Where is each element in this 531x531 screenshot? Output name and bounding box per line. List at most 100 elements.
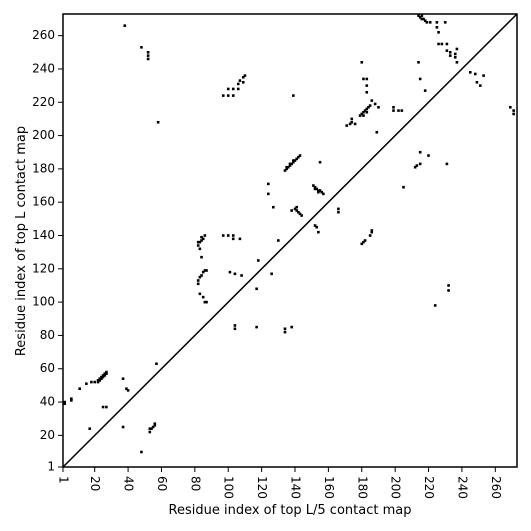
- contact-point: [362, 77, 365, 81]
- contact-point: [228, 270, 232, 274]
- contact-point: [350, 117, 354, 121]
- contact-point: [392, 109, 395, 112]
- contact-point: [221, 234, 225, 237]
- contact-point: [348, 122, 352, 126]
- x-tick-label: 240: [455, 476, 469, 499]
- y-axis-label: Residue index of top L contact map: [14, 126, 29, 356]
- contact-point: [427, 154, 430, 157]
- contact-point: [126, 389, 130, 392]
- contact-point: [236, 82, 240, 86]
- contact-point: [293, 207, 297, 211]
- contact-point: [93, 380, 97, 384]
- contact-point: [201, 295, 205, 299]
- contact-point: [312, 184, 315, 187]
- contact-point: [373, 102, 377, 106]
- contact-point: [365, 84, 369, 87]
- contact-point: [98, 379, 102, 382]
- contact-point: [322, 192, 325, 196]
- y-tick-label: 120: [32, 261, 55, 275]
- contact-point: [453, 52, 457, 56]
- contact-point: [435, 21, 439, 24]
- contact-point: [423, 89, 427, 92]
- contact-point: [455, 60, 459, 64]
- contact-point: [243, 74, 247, 77]
- contact-point: [203, 269, 207, 272]
- contact-point: [200, 274, 203, 277]
- contact-point: [78, 387, 81, 391]
- contact-point: [313, 224, 317, 227]
- x-tick-label: 200: [389, 476, 403, 499]
- contact-point: [397, 109, 400, 112]
- contact-point: [241, 80, 245, 84]
- contact-point: [482, 74, 485, 77]
- contact-point: [400, 109, 404, 112]
- contact-point: [203, 234, 207, 237]
- contact-point: [146, 54, 150, 57]
- contact-point: [101, 374, 105, 377]
- contact-point: [353, 122, 357, 126]
- contact-point: [148, 430, 152, 434]
- y-tick-label: 20: [40, 428, 55, 442]
- contact-point: [293, 159, 297, 162]
- contact-point: [226, 234, 230, 237]
- contact-point: [377, 105, 380, 109]
- contact-point: [272, 205, 275, 209]
- contact-point: [231, 94, 235, 97]
- contact-point: [103, 374, 107, 377]
- contact-point: [151, 425, 155, 429]
- contact-point: [360, 60, 364, 64]
- contact-point: [70, 399, 73, 402]
- contact-point: [226, 94, 230, 97]
- contact-point: [365, 110, 369, 114]
- contact-point: [292, 159, 295, 162]
- y-tick-label: 40: [40, 395, 55, 409]
- contact-point: [290, 162, 293, 166]
- contact-point: [418, 77, 422, 81]
- contact-point: [365, 90, 369, 94]
- contact-point: [101, 375, 105, 379]
- y-tick-label: 160: [32, 195, 55, 209]
- contact-point: [121, 425, 125, 429]
- contact-point: [285, 167, 288, 171]
- contact-point: [201, 270, 205, 274]
- y-tick-label: 1: [47, 460, 55, 474]
- contact-point: [297, 155, 300, 159]
- contact-point: [200, 235, 203, 239]
- x-tick-label: 160: [322, 476, 336, 499]
- contact-point: [148, 427, 152, 430]
- contact-point: [443, 21, 447, 24]
- y-tick-label: 140: [32, 228, 55, 242]
- contact-point: [140, 46, 143, 49]
- contact-point: [287, 165, 290, 169]
- contact-point: [468, 70, 472, 74]
- contact-point: [370, 230, 374, 234]
- contact-point: [360, 242, 364, 246]
- contact-point: [205, 269, 208, 272]
- contact-point: [445, 42, 449, 46]
- contact-point: [100, 377, 103, 381]
- contact-point: [238, 79, 242, 82]
- contact-point: [146, 51, 150, 54]
- contact-point: [415, 164, 419, 167]
- x-tick-label: 140: [289, 476, 303, 499]
- y-tick-label: 220: [32, 95, 55, 109]
- contact-point: [315, 225, 319, 229]
- x-tick-label: 120: [255, 476, 269, 499]
- contact-point: [370, 229, 374, 232]
- contact-point: [417, 60, 420, 64]
- y-tick-label: 60: [40, 361, 55, 375]
- contact-point: [422, 17, 425, 21]
- contact-point: [283, 327, 287, 331]
- contact-point: [475, 80, 479, 84]
- contact-point: [140, 450, 143, 454]
- contact-point: [337, 207, 340, 211]
- contact-point: [317, 190, 320, 194]
- contact-point: [277, 239, 280, 242]
- contact-point: [295, 205, 298, 209]
- contact-point: [368, 234, 372, 237]
- contact-point: [121, 377, 125, 381]
- contact-point: [300, 214, 303, 217]
- contact-point: [63, 402, 66, 406]
- contact-point: [298, 212, 302, 216]
